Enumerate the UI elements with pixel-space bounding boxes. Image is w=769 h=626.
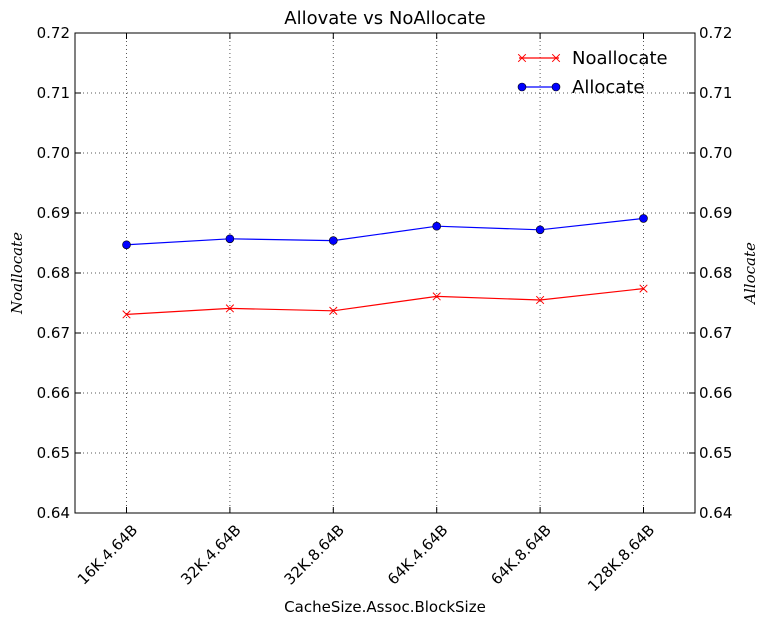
data-point <box>639 284 648 293</box>
y-tick-label-right: 0.70 <box>699 144 732 162</box>
legend: Noallocate Allocate <box>517 48 668 98</box>
y-tick-label-left: 0.65 <box>37 444 70 462</box>
legend-label: Noallocate <box>572 48 668 69</box>
legend-label: Allocate <box>572 77 644 98</box>
y-axis-label-left: Noallocate <box>8 232 26 315</box>
y-tick-label-right: 0.69 <box>699 204 732 222</box>
x-tick-label: 32K.4.64B <box>177 521 244 588</box>
y-tick-label-right: 0.71 <box>699 84 732 102</box>
y-axis-right: 0.64 0.65 0.66 0.67 0.68 0.69 0.70 0.71 0.72 <box>689 24 732 522</box>
data-point <box>225 304 235 313</box>
y-axis-left: 0.64 0.65 0.66 0.67 0.68 0.69 0.70 0.71 0.72 <box>37 24 81 522</box>
series-line <box>126 288 644 315</box>
y-tick-label-left: 0.67 <box>37 324 70 342</box>
chart-title: Allovate vs NoAllocate <box>284 8 485 29</box>
y-tick-label-left: 0.69 <box>37 204 70 222</box>
series-noallocate <box>122 284 648 319</box>
x-tick-label: 16K.4.64B <box>74 521 141 588</box>
y-axis-label-right: Allocate <box>741 242 759 306</box>
data-point <box>225 234 235 244</box>
y-tick-label-right: 0.65 <box>699 444 732 462</box>
series-allocate <box>122 214 648 250</box>
y-tick-label-right: 0.66 <box>699 384 732 402</box>
y-tick-label-right: 0.64 <box>699 504 732 522</box>
y-tick-label-right: 0.67 <box>699 324 732 342</box>
x-tick-label: 64K.4.64B <box>384 521 451 588</box>
y-tick-label-left: 0.64 <box>37 504 70 522</box>
data-point <box>432 292 441 301</box>
data-point <box>328 236 338 245</box>
y-tick-label-left: 0.68 <box>37 264 70 282</box>
y-tick-label-left: 0.66 <box>37 384 70 402</box>
y-tick-label-left: 0.70 <box>37 144 70 162</box>
legend-marker <box>517 53 527 63</box>
legend-item: Noallocate <box>517 48 668 69</box>
x-axis-label: CacheSize.Assoc.BlockSize <box>284 598 486 616</box>
legend-marker <box>551 53 561 63</box>
data-point <box>535 295 545 305</box>
y-tick-label-right: 0.72 <box>699 24 732 42</box>
x-tick-label: 32K.8.64B <box>281 521 348 588</box>
series-layer <box>122 214 648 319</box>
legend-marker <box>517 82 527 92</box>
data-point <box>329 306 338 315</box>
legend-marker <box>551 82 561 92</box>
data-point <box>432 221 442 231</box>
series-line <box>126 217 644 246</box>
y-tick-label-right: 0.68 <box>699 264 732 282</box>
data-point <box>639 214 648 223</box>
data-point <box>122 310 131 319</box>
x-tick-label: 64K.8.64B <box>487 521 554 588</box>
data-point <box>122 240 131 250</box>
y-tick-label-left: 0.72 <box>37 24 70 42</box>
data-point <box>535 225 545 235</box>
legend-item: Allocate <box>517 77 644 98</box>
y-tick-label-left: 0.71 <box>37 84 70 102</box>
x-tick-label: 128K.8.64B <box>584 521 658 595</box>
